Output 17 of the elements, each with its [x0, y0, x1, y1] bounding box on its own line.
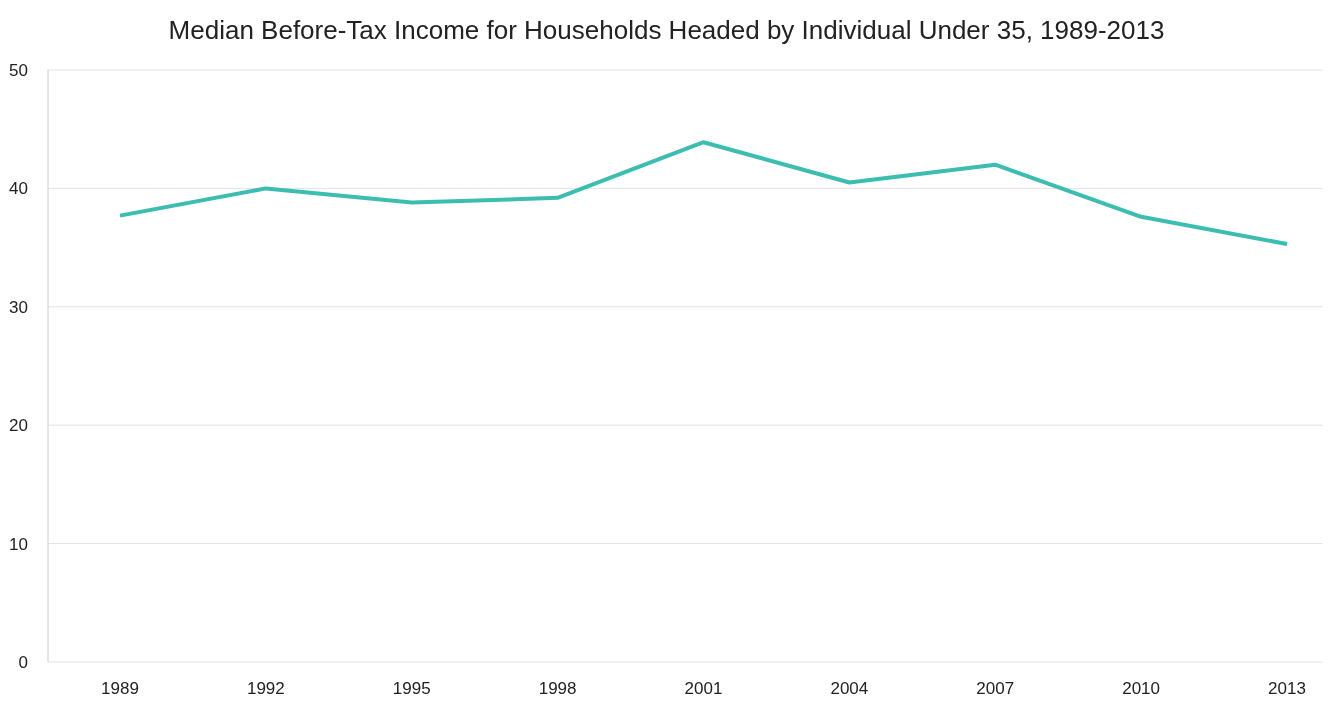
x-tick-label: 2010 — [1122, 679, 1161, 699]
y-tick-label: 50 — [9, 61, 28, 81]
x-tick-label: 1992 — [246, 679, 285, 699]
y-tick-label: 10 — [9, 534, 28, 554]
y-tick-label: 40 — [9, 179, 28, 199]
y-tick-label: 0 — [18, 653, 28, 673]
x-tick-label: 2007 — [976, 679, 1015, 699]
x-tick-label: 2004 — [830, 679, 869, 699]
x-tick-label: 1995 — [392, 679, 431, 699]
x-tick-label: 2001 — [684, 679, 723, 699]
x-tick-label: 2013 — [1268, 679, 1306, 699]
chart-title: Median Before-Tax Income for Households Headed by Individual Under 35, 1989-2013 — [167, 14, 1166, 47]
y-tick-label: 30 — [9, 297, 28, 317]
y-tick-label: 20 — [9, 416, 28, 436]
x-tick-label: 1989 — [101, 679, 139, 699]
x-tick-label: 1998 — [538, 679, 577, 699]
line-series — [118, 140, 1289, 247]
